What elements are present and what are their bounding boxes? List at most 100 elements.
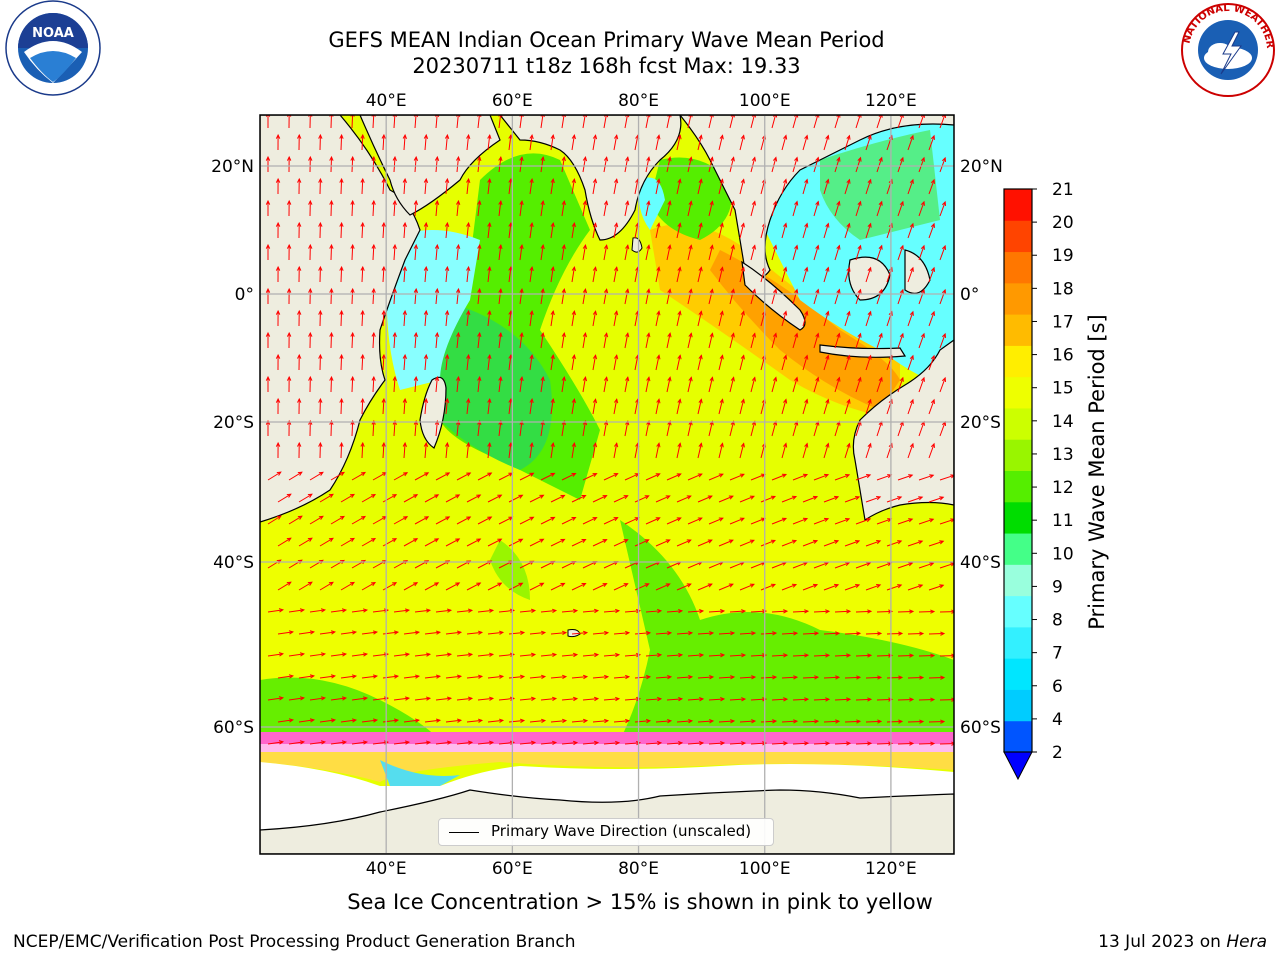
wave-arrow [687, 742, 703, 745]
wave-arrow-head [561, 630, 568, 636]
wave-arrow [571, 267, 575, 283]
lon-tick-label-top: 120°E [865, 91, 917, 111]
wave-arrow [550, 399, 554, 415]
wave-arrow [718, 179, 724, 195]
wave-arrow [403, 443, 406, 459]
wave-arrow-head [477, 331, 482, 338]
wave-arrow [687, 377, 692, 393]
wave-arrow [855, 742, 872, 745]
wave-arrow [718, 311, 724, 327]
wave-arrow-head [423, 309, 429, 315]
lon-tick-label-top: 60°E [492, 91, 533, 111]
wave-arrow [351, 332, 354, 349]
wave-arrow [414, 289, 417, 305]
wave-arrow-head [718, 473, 724, 478]
wave-arrow-head [719, 442, 724, 448]
wave-arrow [645, 421, 650, 437]
wave-arrow-head [867, 741, 873, 746]
wave-arrow-head [667, 244, 672, 250]
wave-arrow [781, 496, 797, 503]
wave-arrow-head [741, 653, 747, 658]
wave-arrow [382, 442, 385, 459]
wave-arrow [361, 354, 364, 371]
wave-arrow [477, 333, 481, 349]
wave-arrow-head [424, 516, 430, 521]
wave-arrow-head [371, 243, 376, 249]
wave-arrow [613, 223, 618, 239]
wave-arrow-head [341, 696, 348, 701]
wave-arrow [372, 472, 387, 481]
wave-arrow [351, 472, 366, 481]
wave-arrow [676, 399, 681, 415]
graticule [260, 115, 954, 854]
wave-arrow-head [855, 495, 861, 501]
wave-arrow [918, 201, 925, 217]
wave-arrow [508, 223, 512, 239]
wave-arrow-head [434, 243, 440, 249]
colorbar-tick-label: 12 [1052, 478, 1074, 498]
wave-arrow-head [286, 243, 292, 249]
wave-arrow [718, 399, 724, 415]
wave-arrow-head [571, 354, 576, 360]
wave-arrow-head [877, 719, 883, 724]
wave-arrow-head [275, 441, 281, 447]
wave-arrow [718, 676, 735, 679]
wave-arrow-head [540, 375, 545, 382]
wave-arrow-head [930, 741, 936, 746]
wave-arrow-head [288, 630, 295, 635]
wave-arrow-head [897, 584, 903, 589]
wave-arrow [613, 311, 618, 327]
wave-arrow [655, 179, 660, 195]
wave-arrow-head [688, 630, 694, 636]
wave-arrow [414, 157, 417, 173]
wave-arrow [928, 443, 935, 459]
wave-arrow [687, 115, 692, 129]
wave-arrow [540, 245, 544, 261]
wave-arrow [435, 157, 438, 173]
wave-arrow-head [413, 375, 419, 381]
wave-arrow [718, 355, 724, 371]
wave-arrow-head [930, 310, 935, 316]
wave-arrow [498, 245, 502, 261]
wave-arrow-head [444, 353, 450, 359]
wave-arrow [907, 540, 923, 547]
wave-arrow-head [846, 134, 851, 140]
wave-arrow-head [573, 608, 579, 614]
wave-arrow [781, 540, 797, 547]
lat-tick-label-left: 20°S [213, 413, 254, 433]
wave-arrow [456, 289, 459, 305]
wave-arrow-head [307, 537, 313, 542]
wave-arrow [414, 741, 430, 745]
wave-arrow-head [456, 630, 463, 635]
wave-arrow [498, 697, 514, 701]
wave-arrow-head [487, 177, 492, 184]
wave-arrow-head [678, 652, 684, 658]
wave-arrow [340, 398, 343, 415]
wave-arrow-head [656, 134, 661, 140]
wave-arrow-head [846, 741, 852, 746]
wave-arrow-head [278, 608, 284, 613]
wave-arrow-head [602, 495, 608, 500]
wave-arrow-head [487, 353, 492, 360]
wave-arrow [718, 495, 734, 503]
wave-arrow-head [918, 496, 924, 501]
wave-arrow-head [456, 718, 463, 723]
wave-arrow [939, 289, 946, 305]
wave-arrow-head [434, 331, 440, 337]
wave-arrow [603, 610, 619, 613]
wave-arrow [393, 653, 409, 657]
wave-arrow-head [582, 244, 588, 250]
wave-arrow-head [476, 538, 482, 543]
wave-arrow [624, 245, 629, 261]
wave-arrow-head [951, 609, 954, 614]
wave-arrow-head [825, 442, 830, 448]
wave-arrow [435, 289, 438, 305]
wave-arrow-head [529, 516, 535, 521]
wave-arrow [340, 222, 343, 239]
wave-arrow-head [867, 398, 872, 404]
wave-arrow-head [920, 332, 925, 338]
wave-arrow [372, 376, 375, 393]
wave-arrow [718, 267, 724, 283]
wave-arrow [792, 377, 798, 393]
wave-arrow-head [856, 719, 862, 724]
